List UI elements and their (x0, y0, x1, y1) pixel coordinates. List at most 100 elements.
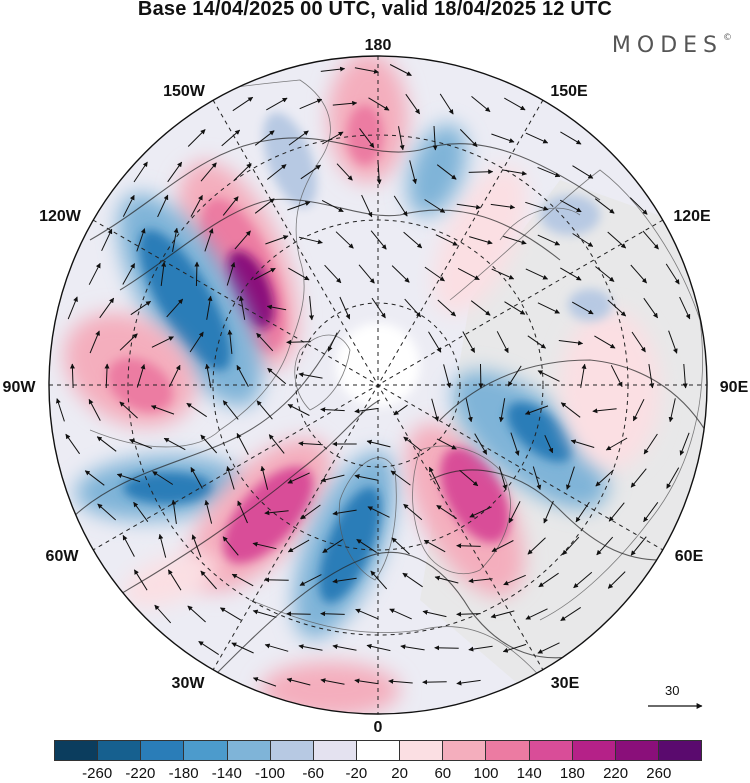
wind-vector (527, 335, 547, 349)
wind-vector (167, 569, 182, 591)
wind-vector (300, 504, 321, 520)
wind-vector (566, 466, 575, 490)
colorbar (54, 740, 702, 761)
wind-vector (630, 264, 647, 284)
wind-vector (510, 432, 520, 456)
wind-vector (629, 197, 648, 215)
wind-vector (191, 534, 202, 558)
wind-vector (630, 536, 647, 556)
wind-vector (204, 363, 212, 388)
wind-vector (361, 194, 373, 218)
wind-vector (366, 439, 391, 448)
wind-vector (190, 194, 203, 217)
wind-vector (332, 509, 357, 516)
wind-vector (368, 97, 390, 111)
wind-vector (594, 198, 615, 214)
wind-vector (298, 372, 323, 379)
wind-vector (560, 267, 582, 281)
wind-vector (366, 643, 391, 652)
wind-vector (376, 159, 382, 185)
wind-vector (287, 472, 310, 484)
wind-vector (122, 534, 135, 557)
wind-vector (607, 231, 627, 249)
wind-vector (393, 195, 408, 217)
wind-vector (434, 575, 459, 584)
wind-vector (232, 96, 254, 112)
wind-vector (491, 133, 515, 143)
wind-vector (168, 364, 181, 388)
anomaly-positive (122, 553, 218, 607)
wind-vector (136, 364, 146, 388)
wind-vector (320, 407, 345, 413)
wind-vector (436, 504, 457, 520)
wind-vector (322, 131, 344, 145)
wind-vector (299, 98, 323, 110)
colorbar-tick-label: 260 (646, 765, 672, 782)
wind-vector (237, 500, 248, 524)
colorbar-tick-label: -20 (345, 765, 368, 782)
wind-vector (436, 438, 457, 450)
colorbar-segment (529, 741, 573, 760)
wind-vector (431, 398, 440, 422)
wind-vector (428, 331, 442, 353)
brand-logo: MODES© (612, 33, 732, 58)
wind-vector (233, 163, 252, 181)
wind-vector (254, 130, 275, 146)
wind-vector (119, 333, 138, 351)
anomaly-negative (540, 195, 600, 235)
colorbar-segment (98, 741, 142, 760)
wind-vector (358, 264, 375, 284)
wind-vector (462, 331, 476, 353)
wind-vector (286, 339, 311, 345)
lon-label-30w: 30W (172, 675, 206, 692)
wind-vector (356, 538, 377, 554)
colorbar-tick-label: 100 (473, 765, 499, 782)
wind-vector (104, 363, 110, 389)
wind-vector (388, 678, 413, 684)
wind-vector (219, 607, 242, 621)
wind-vector (133, 501, 149, 522)
wind-vector (558, 340, 584, 346)
wind-vector (470, 300, 491, 316)
wind-vector (152, 471, 174, 485)
wind-vector (266, 97, 288, 111)
wind-vector (643, 502, 659, 523)
wind-vector (404, 298, 422, 318)
wind-vector (370, 230, 387, 250)
wind-vector (320, 66, 346, 72)
colorbar-segment (400, 741, 444, 760)
wind-vector (122, 194, 135, 217)
lon-label-150e: 150E (550, 83, 588, 100)
wind-vector (287, 404, 310, 416)
lon-label-180: 180 (365, 37, 392, 54)
map-border (48, 55, 708, 715)
wind-vector (298, 236, 323, 245)
lon-label-120w: 120W (39, 208, 82, 225)
wind-vector (288, 130, 309, 146)
wind-vector (370, 570, 388, 590)
wind-vector (559, 199, 582, 213)
wind-vector (490, 203, 516, 210)
wind-vector (524, 405, 549, 415)
wind-vector (190, 467, 203, 489)
wind-vector (405, 93, 421, 115)
wind-vector (389, 608, 412, 620)
wind-vector (428, 466, 441, 490)
wind-vector (572, 165, 594, 179)
wind-vector (403, 231, 423, 249)
wind-vector (65, 433, 81, 455)
wind-vector (439, 93, 454, 115)
wind-vector (632, 398, 645, 422)
contour-line (69, 329, 341, 521)
wind-vector (236, 364, 249, 387)
wind-vector (339, 296, 351, 320)
wind-vector (607, 571, 626, 589)
wind-vector (592, 408, 617, 414)
wind-vector (422, 609, 447, 618)
wind-vector (268, 434, 285, 454)
wind-vector (525, 608, 548, 620)
wind-vector (355, 608, 378, 620)
wind-vector (562, 536, 580, 556)
wind-vector (122, 263, 136, 285)
lon-label-60w: 60W (46, 548, 80, 565)
